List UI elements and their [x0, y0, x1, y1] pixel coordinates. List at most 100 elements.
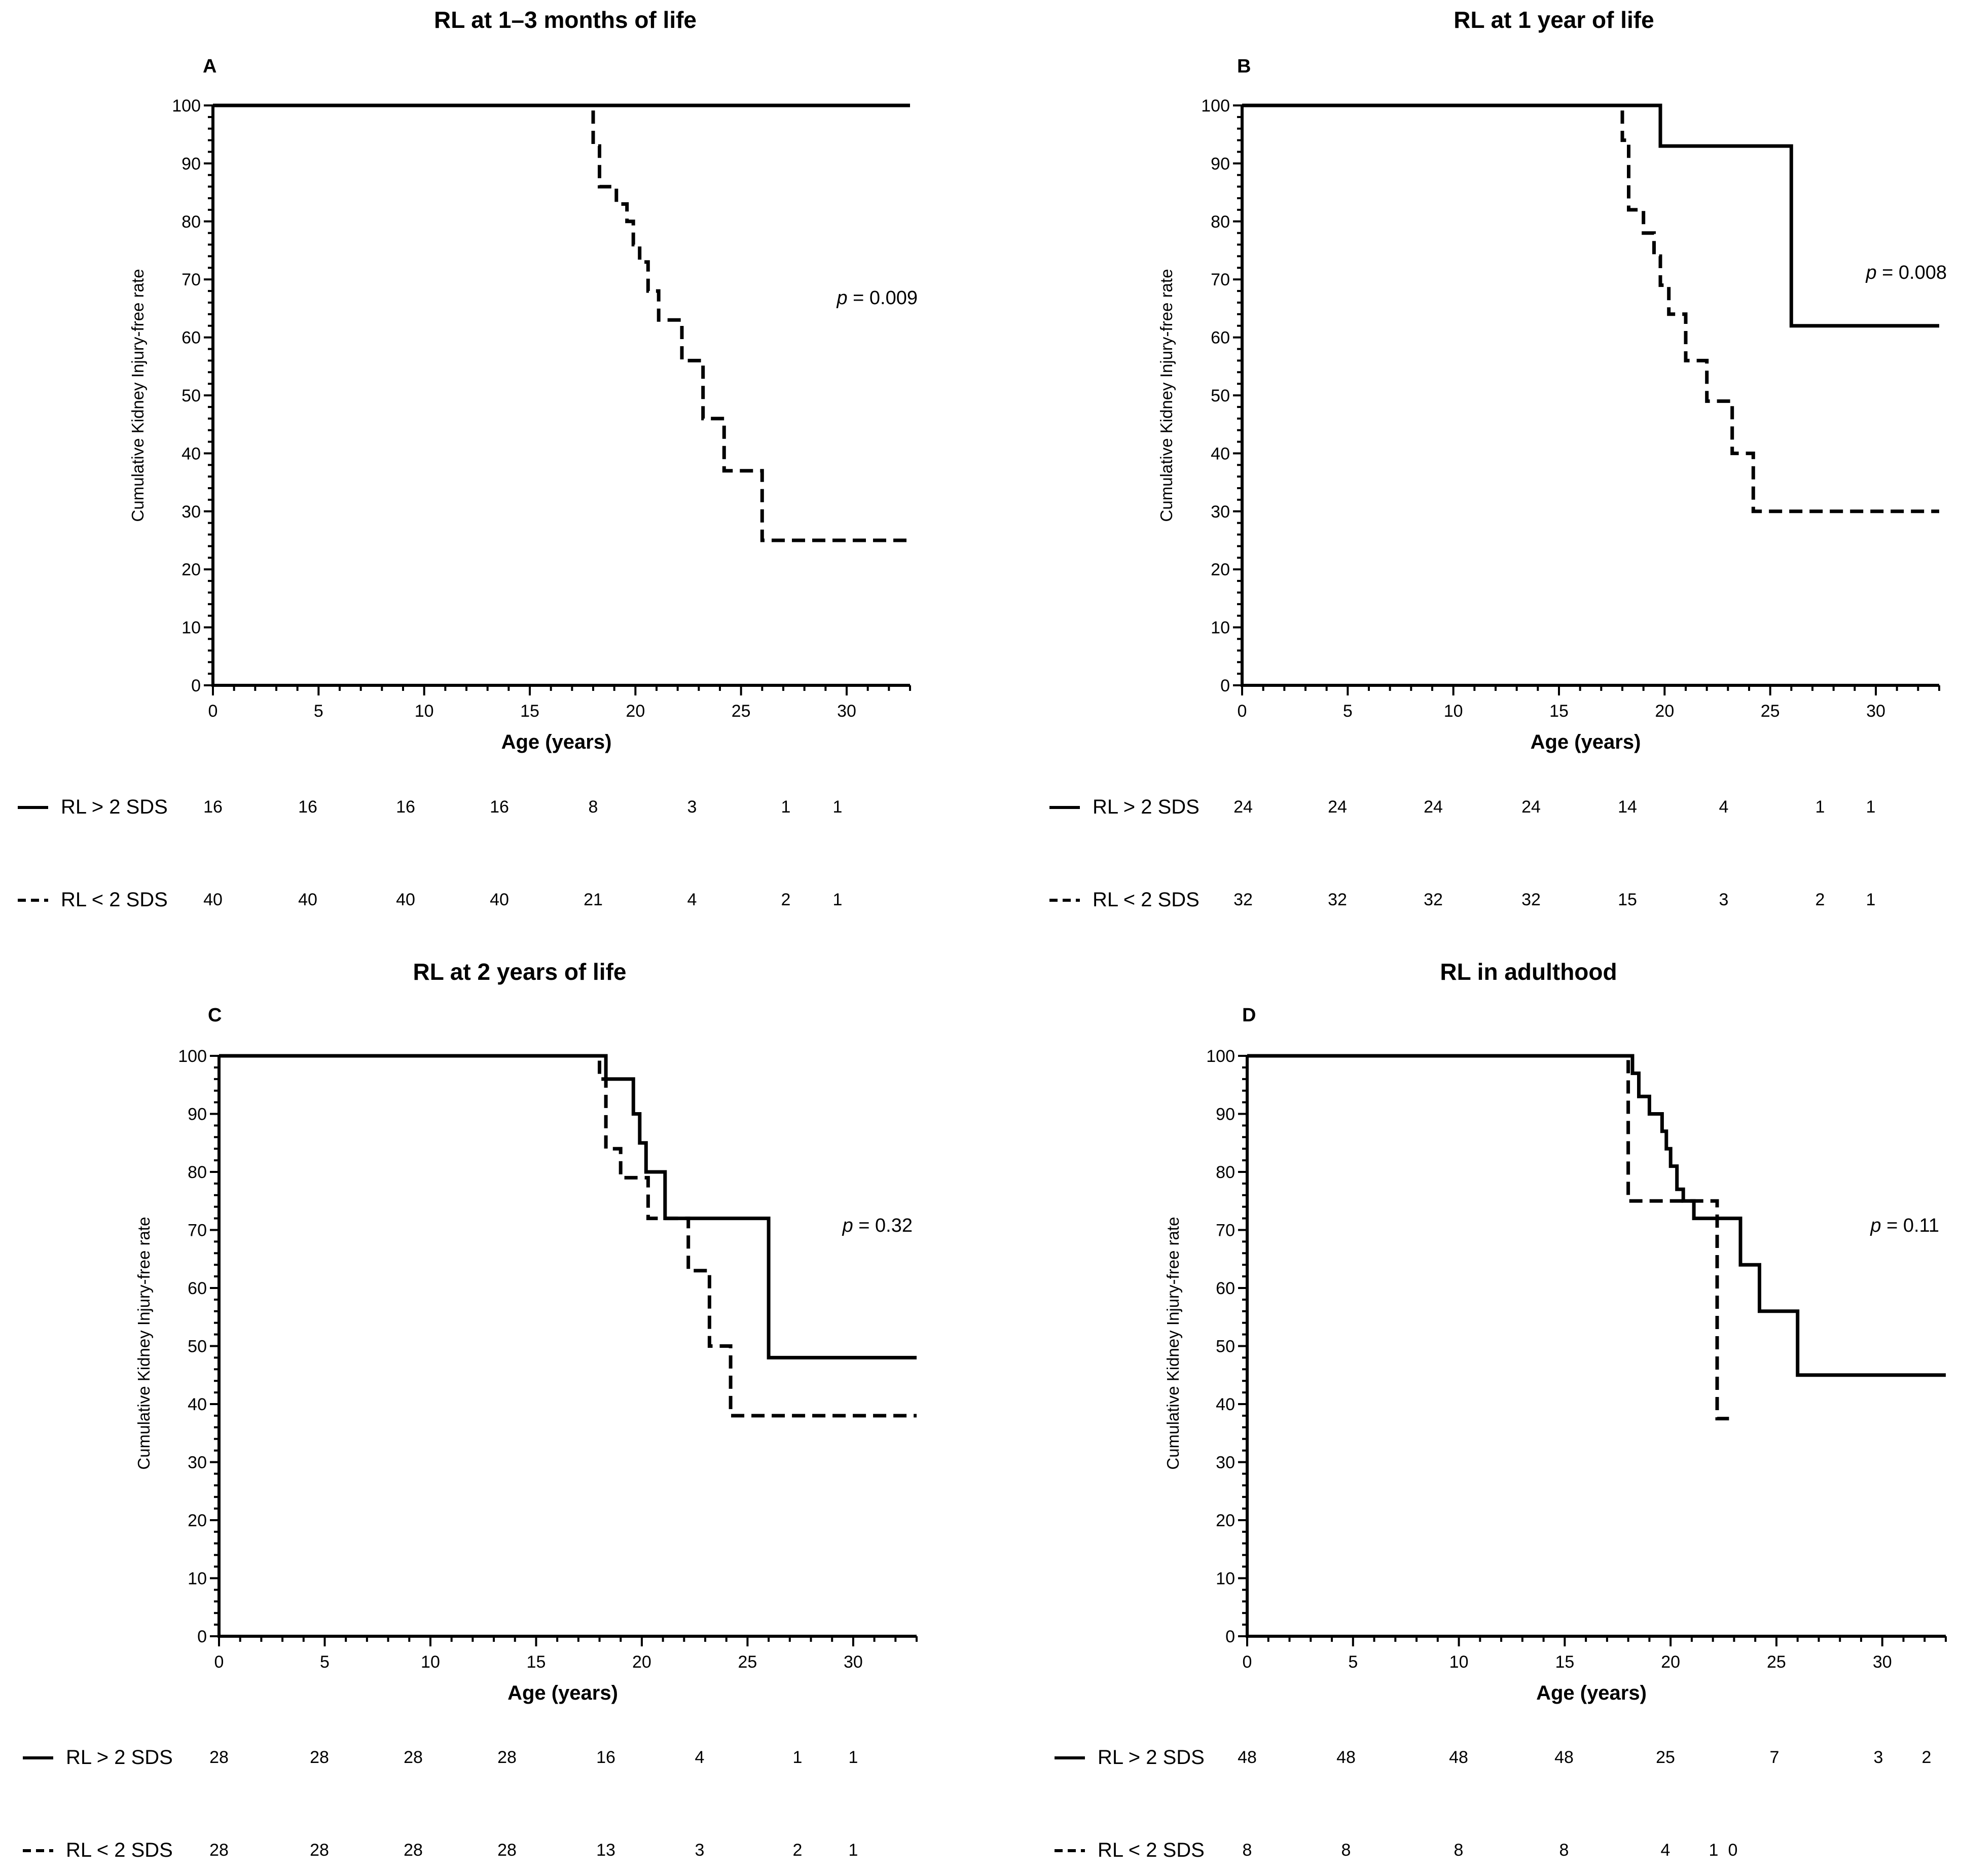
y-tick-label: 60: [188, 1279, 207, 1298]
panel-letter: B: [1237, 56, 1251, 77]
series-line-rl-below-2-sds: [219, 1054, 917, 1418]
x-tick-label: 20: [626, 702, 645, 721]
risk-count: 28: [209, 1841, 229, 1860]
risk-count: 28: [404, 1841, 423, 1860]
x-axis-label: Age (years): [501, 731, 612, 753]
risk-count: 40: [298, 890, 317, 909]
chart-title: RL at 1 year of life: [1454, 7, 1654, 33]
x-tick-label: 15: [1555, 1652, 1574, 1672]
risk-count: 16: [596, 1748, 615, 1767]
x-tick-label: 5: [1348, 1652, 1358, 1672]
p-value-symbol: p: [836, 287, 847, 309]
x-tick-label: 0: [208, 702, 218, 721]
y-tick-label: 90: [1211, 154, 1230, 173]
x-tick-label: 25: [738, 1652, 757, 1672]
y-tick-label: 80: [1216, 1163, 1235, 1182]
y-tick-label: 10: [188, 1569, 207, 1589]
y-tick-label: 50: [1211, 386, 1230, 406]
x-tick-label: 25: [1761, 702, 1780, 721]
risk-count: 28: [497, 1841, 517, 1860]
y-axis-label: Cumulative Kidney Injury-free rate: [1157, 269, 1176, 522]
p-value-symbol: p: [1865, 262, 1876, 283]
panel-letter: A: [203, 56, 216, 77]
x-tick-label: 30: [1866, 702, 1885, 721]
risk-count: 3: [695, 1841, 705, 1860]
y-tick-label: 80: [1211, 212, 1230, 232]
risk-count: 40: [396, 890, 415, 909]
x-axis-label: Age (years): [1531, 731, 1641, 753]
risk-count: 8: [589, 797, 598, 817]
risk-count: 24: [1328, 797, 1347, 817]
y-tick-label: 30: [181, 502, 201, 522]
risk-count: 1: [781, 797, 791, 817]
y-tick-label: 50: [181, 386, 201, 406]
risk-count: 4: [1719, 797, 1729, 817]
risk-row-label: RL < 2 SDS: [61, 889, 168, 911]
y-tick-label: 70: [1211, 270, 1230, 289]
y-tick-label: 70: [1216, 1221, 1235, 1240]
y-tick-label: 90: [1216, 1105, 1235, 1124]
risk-count: 16: [298, 797, 317, 817]
x-tick-label: 5: [1343, 702, 1353, 721]
p-value-symbol: p: [1870, 1215, 1881, 1236]
risk-count: 1: [793, 1748, 803, 1767]
series-line-rl-below-2-sds: [1242, 103, 1939, 513]
y-tick-label: 40: [1211, 444, 1230, 463]
risk-count: 3: [687, 797, 697, 817]
risk-count: 1: [1866, 890, 1876, 909]
x-tick-label: 15: [520, 702, 539, 721]
risk-count: 48: [1336, 1748, 1356, 1767]
y-tick-label: 40: [188, 1395, 207, 1414]
y-axis-label: Cumulative Kidney Injury-free rate: [1164, 1217, 1182, 1470]
risk-count: 8: [1243, 1841, 1252, 1860]
y-tick-label: 30: [1216, 1453, 1235, 1473]
y-axis-label: Cumulative Kidney Injury-free rate: [134, 1217, 153, 1470]
chart-panel-b: RL at 1 year of lifeB0102030405060708090…: [1049, 7, 1947, 911]
y-tick-label: 50: [1216, 1337, 1235, 1356]
y-tick-label: 70: [188, 1221, 207, 1240]
y-tick-label: 0: [191, 676, 201, 695]
p-value-number: = 0.008: [1877, 262, 1947, 283]
y-tick-label: 40: [1216, 1395, 1235, 1414]
risk-row-label: RL < 2 SDS: [66, 1839, 173, 1861]
risk-count: 1: [1709, 1841, 1719, 1860]
y-tick-label: 20: [181, 560, 201, 579]
y-tick-label: 80: [188, 1163, 207, 1182]
risk-row-label: RL > 2 SDS: [1098, 1746, 1205, 1769]
y-tick-label: 60: [1216, 1279, 1235, 1298]
risk-count: 1: [849, 1841, 858, 1860]
x-tick-label: 15: [527, 1652, 546, 1672]
x-tick-label: 0: [1238, 702, 1247, 721]
risk-count: 2: [781, 890, 791, 909]
y-tick-label: 60: [181, 328, 201, 348]
y-tick-label: 10: [1216, 1569, 1235, 1589]
y-tick-label: 10: [1211, 618, 1230, 638]
risk-count: 14: [1618, 797, 1637, 817]
chart-title: RL at 1–3 months of life: [434, 7, 697, 33]
risk-count: 16: [490, 797, 509, 817]
risk-count: 28: [209, 1748, 229, 1767]
risk-count: 8: [1454, 1841, 1464, 1860]
risk-count: 28: [497, 1748, 517, 1767]
risk-count: 3: [1719, 890, 1729, 909]
series-line-rl-above-2-sds: [1247, 1054, 1946, 1377]
risk-count: 48: [1238, 1748, 1257, 1767]
series-line-rl-below-2-sds: [1247, 1054, 1734, 1421]
y-tick-label: 100: [1206, 1047, 1235, 1066]
x-axis-label: Age (years): [507, 1682, 618, 1704]
risk-row-label: RL > 2 SDS: [1093, 796, 1200, 818]
x-tick-label: 10: [1449, 1652, 1469, 1672]
p-value-number: = 0.009: [848, 287, 918, 309]
risk-count: 48: [1554, 1748, 1574, 1767]
risk-count: 1: [1815, 797, 1825, 817]
risk-count: 2: [1922, 1748, 1932, 1767]
y-tick-label: 80: [181, 212, 201, 232]
y-tick-label: 20: [1216, 1511, 1235, 1530]
x-tick-label: 30: [837, 702, 856, 721]
x-tick-label: 20: [1655, 702, 1674, 721]
chart-panel-c: RL at 2 years of lifeC010203040506070809…: [23, 959, 918, 1861]
x-tick-label: 5: [320, 1652, 330, 1672]
y-tick-label: 50: [188, 1337, 207, 1356]
